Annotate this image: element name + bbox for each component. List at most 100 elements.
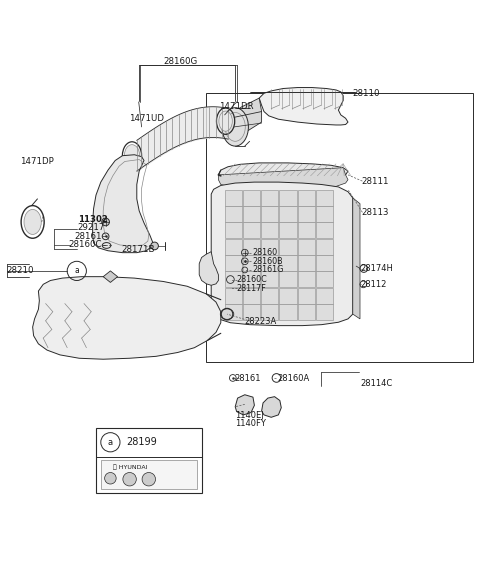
Text: 28117F: 28117F [236, 284, 266, 293]
Text: 1471DR: 1471DR [219, 102, 253, 111]
Text: 1471DP: 1471DP [20, 157, 54, 166]
Bar [279, 239, 297, 255]
Text: 28199: 28199 [126, 437, 156, 447]
Bar [298, 190, 315, 206]
Text: ⓘ HYUNDAI: ⓘ HYUNDAI [113, 465, 147, 471]
Polygon shape [353, 198, 360, 319]
Circle shape [102, 218, 109, 226]
Bar [243, 206, 260, 222]
Bar [206, 93, 473, 362]
Text: 28161: 28161 [74, 232, 102, 241]
Bar [316, 239, 333, 255]
Bar [298, 288, 315, 304]
Polygon shape [33, 277, 221, 359]
Bar [261, 239, 278, 255]
Bar [225, 272, 242, 287]
Bar [243, 272, 260, 287]
Polygon shape [211, 182, 353, 325]
Text: 28160B: 28160B [252, 257, 283, 266]
Bar [298, 206, 315, 222]
Text: 28160C: 28160C [68, 240, 102, 249]
Bar [298, 222, 315, 238]
Bar [279, 304, 297, 320]
Text: 11302: 11302 [78, 214, 108, 224]
Text: 29217: 29217 [78, 223, 105, 232]
Ellipse shape [24, 209, 41, 234]
Polygon shape [218, 168, 348, 189]
Circle shape [241, 249, 248, 256]
Circle shape [105, 472, 116, 484]
Bar [261, 304, 278, 320]
Bar [261, 222, 278, 238]
Polygon shape [93, 155, 153, 252]
Bar [243, 239, 260, 255]
Text: 28160: 28160 [252, 248, 277, 257]
Circle shape [142, 472, 156, 486]
Bar [225, 255, 242, 271]
Bar [298, 239, 315, 255]
Bar [261, 255, 278, 271]
Text: 28161G: 28161G [252, 265, 283, 274]
Bar [261, 272, 278, 287]
Bar [279, 255, 297, 271]
Text: 1471UD: 1471UD [129, 114, 164, 123]
Ellipse shape [222, 108, 249, 146]
Bar [243, 222, 260, 238]
Bar [298, 272, 315, 287]
Text: 28210: 28210 [6, 266, 34, 275]
Circle shape [151, 242, 158, 250]
Bar [316, 222, 333, 238]
Text: a: a [74, 266, 79, 275]
Text: 28161: 28161 [234, 374, 261, 383]
Polygon shape [259, 88, 348, 125]
Bar [261, 206, 278, 222]
Text: 28160C: 28160C [236, 275, 267, 284]
Bar [279, 288, 297, 304]
Text: 28223A: 28223A [245, 317, 277, 326]
Text: 1140EJ: 1140EJ [235, 411, 264, 420]
Text: 28174H: 28174H [360, 264, 393, 273]
Bar [243, 255, 260, 271]
Circle shape [123, 472, 136, 486]
Bar [96, 428, 202, 493]
Bar [279, 272, 297, 287]
Text: 28171B: 28171B [121, 245, 155, 254]
Bar [243, 288, 260, 304]
Text: 28112: 28112 [360, 280, 386, 289]
Text: 1140FY: 1140FY [235, 419, 266, 428]
Text: a: a [108, 438, 113, 447]
Bar [225, 304, 242, 320]
Text: 28160A: 28160A [277, 374, 310, 383]
Bar [316, 288, 333, 304]
Bar [243, 190, 260, 206]
Bar [316, 190, 333, 206]
Bar [316, 304, 333, 320]
Polygon shape [218, 163, 348, 182]
Ellipse shape [124, 145, 140, 167]
Bar [316, 255, 333, 271]
Bar [316, 206, 333, 222]
Text: 28110: 28110 [353, 89, 380, 98]
Ellipse shape [219, 111, 232, 131]
Circle shape [221, 309, 233, 320]
Bar [298, 255, 315, 271]
Bar [243, 304, 260, 320]
Polygon shape [234, 98, 262, 132]
Text: 28113: 28113 [361, 208, 388, 217]
Bar [225, 239, 242, 255]
Text: 28160G: 28160G [163, 57, 197, 66]
Bar [316, 272, 333, 287]
Bar [261, 288, 278, 304]
Bar [225, 190, 242, 206]
Bar [298, 304, 315, 320]
Bar [225, 222, 242, 238]
Polygon shape [199, 252, 218, 286]
Bar [101, 460, 197, 489]
Bar [225, 288, 242, 304]
Polygon shape [235, 395, 254, 415]
Polygon shape [103, 271, 118, 282]
Bar [279, 206, 297, 222]
Text: 28111: 28111 [361, 177, 388, 186]
Bar [279, 222, 297, 238]
Bar [261, 190, 278, 206]
